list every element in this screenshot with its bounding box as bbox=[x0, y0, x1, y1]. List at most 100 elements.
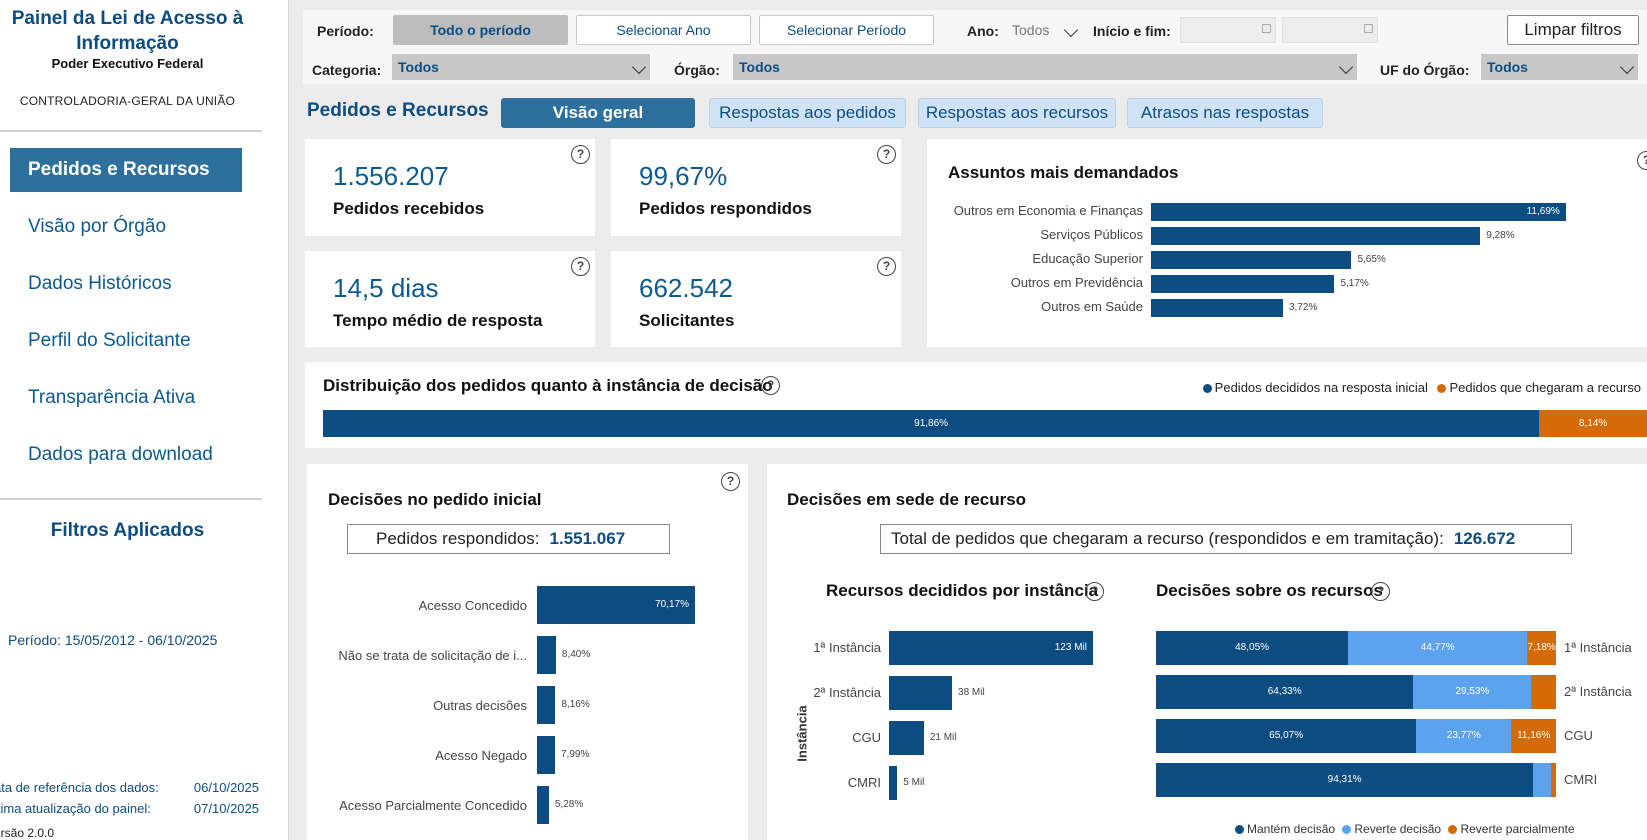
help-icon[interactable]: ? bbox=[1085, 582, 1104, 601]
help-icon[interactable]: ? bbox=[877, 145, 896, 164]
bar-segment: 94,31% bbox=[1156, 763, 1534, 797]
bar-segment: 7,18% bbox=[1527, 631, 1556, 665]
kpi-label: Solicitantes bbox=[639, 311, 735, 330]
nav-item-dados-historicos[interactable]: Dados Históricos bbox=[28, 273, 172, 294]
start-date-field[interactable] bbox=[1180, 17, 1276, 43]
bar-segment: 91,86% bbox=[323, 410, 1540, 437]
legend-dot bbox=[1437, 384, 1447, 394]
period-all-button[interactable]: Todo o período bbox=[393, 15, 568, 45]
bar bbox=[1151, 299, 1283, 317]
bar-label: Acesso Negado bbox=[435, 748, 527, 763]
bar bbox=[889, 766, 898, 800]
periodo-label: Período: bbox=[317, 23, 374, 39]
help-icon[interactable]: ? bbox=[1371, 582, 1390, 601]
kpi-value: 14,5 dias bbox=[333, 273, 439, 303]
ano-label: Ano: bbox=[967, 23, 999, 39]
tab-visao-geral[interactable]: Visão geral bbox=[501, 98, 695, 128]
bar-label: Acesso Concedido bbox=[418, 598, 527, 613]
recurso-title: Decisões em sede de recurso bbox=[787, 490, 1027, 509]
orgao-label: Órgão: bbox=[674, 62, 720, 78]
clear-filters-button[interactable]: Limpar filtros bbox=[1507, 15, 1639, 45]
uf-value: Todos bbox=[1487, 59, 1528, 75]
box-label: Total de pedidos que chegaram a recurso … bbox=[891, 529, 1444, 548]
section-title: Pedidos e Recursos bbox=[307, 100, 489, 121]
bar-segment: 8,14% bbox=[1539, 410, 1647, 437]
help-icon[interactable]: ? bbox=[761, 376, 780, 395]
help-icon[interactable]: ? bbox=[571, 257, 590, 276]
assuntos-card: Assuntos mais demandados ? Outros em Eco… bbox=[927, 139, 1647, 347]
bar bbox=[537, 636, 556, 674]
bar-value-label: 8,40% bbox=[561, 649, 591, 660]
last-update-value: 07/10/2025 bbox=[193, 801, 259, 816]
legend-label: Reverte parcialmente bbox=[1460, 822, 1575, 836]
org-name: CONTROLADORIA-GERAL DA UNIÃO bbox=[19, 94, 236, 108]
distribuicao-bar: 91,86% 8,14% bbox=[323, 410, 1647, 437]
nav-item-transparencia-ativa[interactable]: Transparência Ativa bbox=[28, 387, 196, 408]
chevron-down-icon bbox=[1619, 59, 1635, 75]
bar bbox=[1151, 227, 1481, 245]
bar-segment bbox=[1551, 763, 1556, 797]
bar-segment: 48,05% bbox=[1156, 631, 1349, 665]
bar bbox=[537, 786, 549, 824]
pedidos-respondidos-box: Pedidos respondidos: 1.551.067 bbox=[347, 524, 670, 554]
bar-segment bbox=[1533, 763, 1552, 797]
uf-label: UF do Órgão: bbox=[1380, 62, 1470, 78]
categoria-dropdown[interactable]: Todos bbox=[392, 54, 650, 80]
bar-label: 1ª Instância bbox=[1564, 640, 1632, 655]
reference-date-label: ata de referência dos dados: bbox=[0, 780, 159, 795]
nav-item-dados-para-download[interactable]: Dados para download bbox=[28, 444, 213, 465]
total-recurso-box: Total de pedidos que chegaram a recurso … bbox=[880, 524, 1572, 554]
tab-respostas-aos-pedidos[interactable]: Respostas aos pedidos bbox=[709, 98, 906, 128]
bar-segment bbox=[1531, 675, 1556, 709]
decisoes-inicial-title: Decisões no pedido inicial bbox=[328, 490, 542, 509]
distribuicao-legend: Pedidos decididos na resposta inicial Pe… bbox=[1202, 380, 1641, 395]
bar-value-label: 21 Mil bbox=[929, 732, 957, 743]
app-title: Painel da Lei de Acesso à Informação bbox=[11, 8, 244, 54]
period-select-year-button[interactable]: Selecionar Ano bbox=[576, 15, 751, 45]
bar-value-label: 5,17% bbox=[1340, 278, 1369, 289]
nav-item-visao-por-orgao[interactable]: Visão por Órgão bbox=[28, 216, 167, 237]
kpi-value: 662.542 bbox=[639, 273, 733, 303]
bar bbox=[537, 736, 555, 774]
bar-label: CGU bbox=[852, 730, 881, 745]
kpi-value: 1.556.207 bbox=[333, 161, 449, 191]
bar-label: Outros em Economia e Finanças bbox=[953, 203, 1143, 218]
end-date-field[interactable] bbox=[1282, 17, 1378, 43]
bar-label: Educação Superior bbox=[1032, 251, 1143, 266]
bar-value-label: 11,69% bbox=[1526, 206, 1560, 217]
sidebar: Painel da Lei de Acesso à Informação Pod… bbox=[0, 0, 289, 840]
tab-respostas-aos-recursos[interactable]: Respostas aos recursos bbox=[918, 98, 1116, 128]
help-icon[interactable]: ? bbox=[721, 472, 740, 491]
bar bbox=[1151, 275, 1335, 293]
distribuicao-card: Distribuição dos pedidos quanto à instân… bbox=[305, 362, 1647, 448]
divider bbox=[0, 498, 262, 500]
help-icon[interactable]: ? bbox=[1637, 151, 1647, 170]
kpi-card-tempo-medio: 14,5 dias Tempo médio de resposta ? bbox=[305, 251, 595, 347]
categoria-label: Categoria: bbox=[312, 62, 382, 78]
stacked-bar: 48,05% 44,77% 7,18% bbox=[1156, 631, 1556, 665]
ano-dropdown[interactable]: Todos bbox=[1006, 17, 1082, 43]
tab-atrasos-nas-respostas[interactable]: Atrasos nas respostas bbox=[1127, 98, 1323, 128]
divider bbox=[0, 130, 262, 132]
stacked-bar: 65,07% 23,77% 11,16% bbox=[1156, 719, 1556, 753]
legend-dot bbox=[1235, 825, 1244, 835]
app-subtitle: Poder Executivo Federal bbox=[51, 56, 204, 71]
orgao-dropdown[interactable]: Todos bbox=[733, 54, 1357, 80]
period-select-range-button[interactable]: Selecionar Período bbox=[759, 15, 934, 45]
nav-item-perfil-do-solicitante[interactable]: Perfil do Solicitante bbox=[28, 330, 191, 351]
legend-label: Mantém decisão bbox=[1247, 822, 1336, 836]
bar-value-label: 5,28% bbox=[554, 799, 584, 810]
chevron-down-icon bbox=[1338, 59, 1354, 75]
help-icon[interactable]: ? bbox=[877, 257, 896, 276]
stacked-bar: 94,31% bbox=[1156, 763, 1556, 797]
bar-label: 2ª Instância bbox=[1564, 684, 1632, 699]
nav-item-pedidos-e-recursos[interactable]: Pedidos e Recursos bbox=[10, 148, 242, 192]
bar-value-label: 38 Mil bbox=[958, 687, 985, 698]
uf-dropdown[interactable]: Todos bbox=[1481, 54, 1638, 80]
box-label: Pedidos respondidos: bbox=[376, 529, 540, 548]
bar bbox=[537, 586, 695, 624]
kpi-label: Pedidos respondidos bbox=[639, 199, 812, 218]
help-icon[interactable]: ? bbox=[571, 145, 590, 164]
legend-label: Reverte decisão bbox=[1354, 822, 1442, 836]
filters-applied-title: Filtros Aplicados bbox=[50, 520, 205, 541]
